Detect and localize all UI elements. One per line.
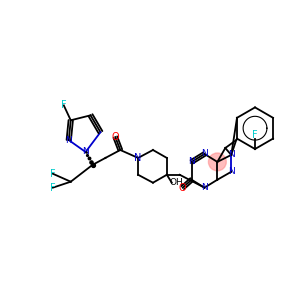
Text: O: O xyxy=(179,183,187,193)
Text: F: F xyxy=(252,130,258,140)
Text: N: N xyxy=(188,158,195,166)
Text: N: N xyxy=(201,183,208,192)
Text: N: N xyxy=(134,153,142,163)
Circle shape xyxy=(208,153,226,171)
Text: F: F xyxy=(50,169,56,179)
Text: N: N xyxy=(65,136,72,145)
Text: O: O xyxy=(112,132,119,142)
Text: F: F xyxy=(61,100,67,110)
Text: F: F xyxy=(50,183,56,193)
Text: N: N xyxy=(228,167,235,176)
Text: N: N xyxy=(228,151,235,160)
Text: N: N xyxy=(82,148,89,157)
Text: OH: OH xyxy=(170,178,184,187)
Text: N: N xyxy=(201,149,208,158)
